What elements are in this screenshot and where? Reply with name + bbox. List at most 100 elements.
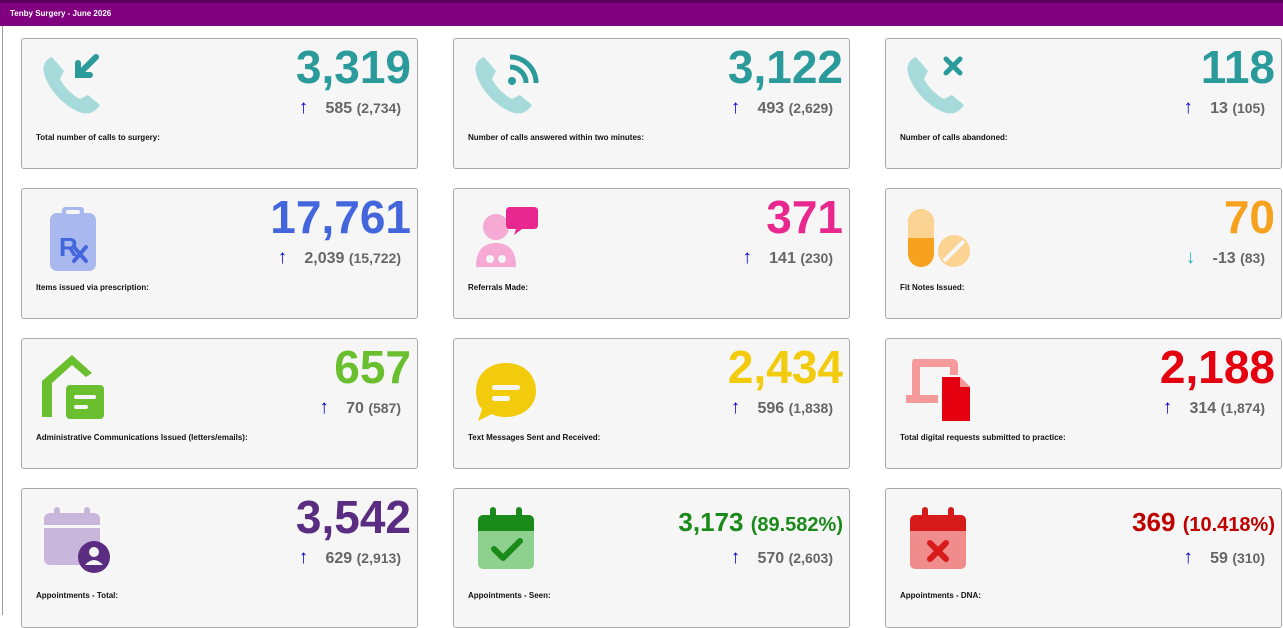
trend-up-icon: ↑ — [1183, 547, 1193, 568]
kpi-delta: ↑ 493 (2,629) — [721, 97, 833, 119]
referral-people-icon — [470, 201, 542, 273]
kpi-label: Items issued via prescription: — [36, 283, 149, 292]
pills-icon — [902, 201, 974, 273]
trend-up-icon: ↑ — [1183, 97, 1193, 118]
kpi-card-calls-total: 3,319 ↑ 585 (2,734) Total number of calls… — [21, 38, 418, 169]
kpi-label: Appointments - Seen: — [468, 591, 551, 600]
svg-text:R: R — [59, 232, 78, 262]
kpi-value: 369 (10.418%) — [1132, 507, 1275, 540]
kpi-card-fit-notes: 70 ↓ -13 (83) Fit Notes Issued: — [885, 188, 1282, 319]
phone-answered-icon — [470, 51, 542, 123]
delta-value: 493 — [757, 100, 785, 117]
kpi-delta: ↑ 629 (2,913) — [289, 547, 401, 569]
delta-value: 141 — [769, 250, 796, 267]
previous-value: (1,838) — [788, 400, 833, 416]
kpi-card-admin-comms: 657 ↑ 70 (587) Administrative Communicati… — [21, 338, 418, 469]
delta-value: 570 — [757, 550, 785, 567]
delta-value: 585 — [325, 100, 353, 117]
previous-value: (2,913) — [356, 550, 401, 566]
trend-up-icon: ↑ — [730, 547, 741, 568]
delta-value: 59 — [1210, 550, 1228, 567]
kpi-card-appointments-dna: 369 (10.418%) ↑ 59 (310) Appointments - D… — [885, 488, 1282, 628]
previous-value: (587) — [368, 400, 401, 416]
phone-missed-icon — [902, 51, 974, 123]
trend-up-icon: ↑ — [1162, 397, 1173, 418]
kpi-percentage: (89.582%) — [750, 514, 843, 536]
previous-value: (230) — [800, 250, 833, 266]
phone-incoming-icon — [38, 51, 110, 123]
trend-up-icon: ↑ — [298, 547, 309, 568]
trend-up-icon: ↑ — [730, 397, 741, 418]
previous-value: (83) — [1240, 250, 1265, 266]
previous-value: (1,874) — [1220, 400, 1265, 416]
trend-up-icon: ↑ — [298, 97, 309, 118]
message-bubble-icon — [470, 351, 542, 423]
kpi-value: 118 — [1200, 41, 1275, 93]
kpi-delta: ↑ 13 (105) — [1174, 97, 1265, 119]
kpi-label: Appointments - Total: — [36, 591, 119, 600]
kpi-card-referrals: 371 ↑ 141 (230) Referrals Made: — [453, 188, 850, 319]
house-letter-icon — [38, 351, 110, 423]
kpi-card-prescriptions: R 17,761 ↑ 2,039 (15,722) Items issued vi… — [21, 188, 418, 319]
kpi-card-appointments-seen: 3,173 (89.582%) ↑ 570 (2,603) Appointment… — [453, 488, 850, 628]
previous-value: (105) — [1232, 100, 1265, 116]
kpi-label: Appointments - DNA: — [900, 591, 981, 600]
kpi-label: Number of calls abandoned: — [900, 133, 1008, 142]
delta-value: -13 — [1212, 250, 1236, 267]
trend-up-icon: ↑ — [319, 397, 329, 418]
kpi-value: 2,188 — [1159, 341, 1275, 393]
kpi-card-calls-abandoned: 118 ↑ 13 (105) Number of calls abandoned: — [885, 38, 1282, 169]
kpi-label: Number of calls answered within two minu… — [468, 133, 645, 142]
kpi-card-appointments-total: 3,542 ↑ 629 (2,913) Appointments - Total: — [21, 488, 418, 628]
kpi-value-number: 3,542 — [295, 491, 411, 543]
delta-value: 629 — [325, 550, 353, 567]
kpi-label: Text Messages Sent and Received: — [468, 433, 601, 442]
kpi-label: Total digital requests submitted to prac… — [900, 433, 1066, 442]
delta-value: 70 — [346, 400, 364, 417]
kpi-value: 3,319 — [295, 41, 411, 93]
trend-up-icon: ↑ — [277, 247, 288, 268]
delta-value: 13 — [1210, 100, 1228, 117]
kpi-label: Total number of calls to surgery: — [36, 133, 160, 142]
kpi-label: Administrative Communications Issued (le… — [36, 433, 248, 442]
calendar-user-icon — [38, 501, 110, 573]
trend-up-icon: ↑ — [730, 97, 741, 118]
kpi-label: Referrals Made: — [468, 283, 529, 292]
previous-value: (310) — [1232, 550, 1265, 566]
kpi-delta: ↑ 2,039 (15,722) — [268, 247, 401, 269]
kpi-value: 2,434 — [727, 341, 843, 393]
header-bar: Tenby Surgery - June 2026 — [0, 0, 1283, 26]
kpi-delta: ↑ 570 (2,603) — [721, 547, 833, 569]
left-divider — [2, 26, 3, 615]
trend-up-icon: ↑ — [742, 247, 752, 268]
kpi-delta: ↑ 141 (230) — [733, 247, 833, 269]
calendar-x-icon — [902, 501, 974, 573]
kpi-delta: ↑ 585 (2,734) — [289, 97, 401, 119]
page-title: Tenby Surgery - June 2026 — [10, 9, 112, 18]
prescription-icon: R — [38, 201, 110, 273]
kpi-value: 3,173 (89.582%) — [678, 507, 843, 540]
kpi-value: 3,122 — [727, 41, 843, 93]
kpi-value: 657 — [334, 341, 411, 393]
previous-value: (2,603) — [788, 550, 833, 566]
delta-value: 2,039 — [304, 250, 345, 267]
kpi-card-text-messages: 2,434 ↑ 596 (1,838) Text Messages Sent an… — [453, 338, 850, 469]
kpi-value-number: 369 — [1132, 507, 1176, 537]
calendar-check-icon — [470, 501, 542, 573]
delta-value: 314 — [1189, 400, 1217, 417]
previous-value: (15,722) — [348, 250, 401, 266]
kpi-card-calls-answered: 3,122 ↑ 493 (2,629) Number of calls answe… — [453, 38, 850, 169]
kpi-value-number: 3,173 — [678, 507, 744, 537]
kpi-delta: ↑ 70 (587) — [310, 397, 401, 419]
kpi-delta: ↑ 596 (1,838) — [721, 397, 833, 419]
kpi-delta: ↓ -13 (83) — [1177, 247, 1265, 269]
kpi-card-digital-requests: 2,188 ↑ 314 (1,874) Total digital request… — [885, 338, 1282, 469]
kpi-value: 371 — [766, 191, 843, 243]
kpi-label: Fit Notes Issued: — [900, 283, 965, 292]
trend-down-icon: ↓ — [1185, 247, 1196, 268]
previous-value: (2,734) — [356, 100, 401, 116]
kpi-delta: ↑ 314 (1,874) — [1153, 397, 1265, 419]
kpi-percentage: (10.418%) — [1182, 514, 1275, 536]
delta-value: 596 — [757, 400, 785, 417]
kpi-value: 3,542 — [296, 491, 411, 543]
